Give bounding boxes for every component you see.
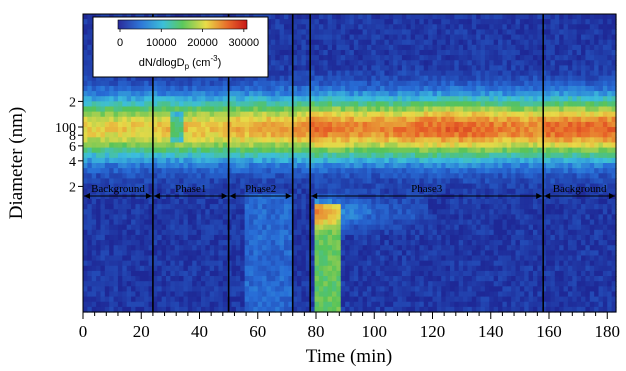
x-tick-label: 40 (191, 322, 208, 341)
x-tick-label: 160 (536, 322, 562, 341)
colorbar-tick-label: 20000 (187, 37, 218, 49)
y-tick-label: 8 (69, 129, 76, 144)
colorbar-legend: 0 10000 20000 30000 dN/dlogDp (cm-3) (92, 16, 269, 78)
y-tick-label: 2 (69, 95, 76, 110)
colorbar-tick-label: 30000 (229, 37, 260, 49)
colorbar-tick-label: 10000 (146, 37, 177, 49)
y-tick-label: 4 (69, 155, 76, 170)
phase-label: Phase2 (245, 183, 276, 195)
phase-label: Background (91, 183, 145, 195)
colorbar-label: dN/dlogDp (cm-3) (139, 54, 222, 71)
phase-annotation: Phase2 (229, 183, 292, 199)
y-axis-label: Diameter (nm) (6, 107, 27, 219)
phase-annotation: Phase1 (153, 183, 228, 199)
phase-annotation: Background (84, 183, 152, 199)
x-tick-label: 20 (133, 322, 150, 341)
y-tick-label: 6 (69, 140, 76, 155)
y-tick-label: 2 (69, 180, 76, 195)
x-axis-label: Time (min) (306, 346, 392, 367)
phase-label: Phase1 (175, 183, 206, 195)
colorbar-tick-label: 0 (117, 37, 123, 49)
y-tick-label: 100 (55, 121, 76, 136)
phase-annotation: Background (544, 183, 615, 199)
x-tick-label: 120 (420, 322, 446, 341)
phase-annotations: Background Phase1 Phase2 Phase3 Background (84, 183, 615, 199)
x-tick-label: 0 (79, 322, 88, 341)
colorbar-gradient (117, 19, 248, 30)
x-tick-label: 100 (362, 322, 388, 341)
phase-annotation: Phase3 (311, 183, 543, 199)
phase-label: Background (553, 183, 607, 195)
x-tick-label: 140 (478, 322, 504, 341)
x-tick-label: 80 (308, 322, 325, 341)
x-axis: 0 20 40 60 80 100 120 140 160 180 (79, 312, 620, 341)
phase-label: Phase3 (411, 183, 443, 195)
plot-frame (82, 13, 617, 313)
x-tick-label: 180 (595, 322, 621, 341)
x-tick-label: 60 (249, 322, 266, 341)
